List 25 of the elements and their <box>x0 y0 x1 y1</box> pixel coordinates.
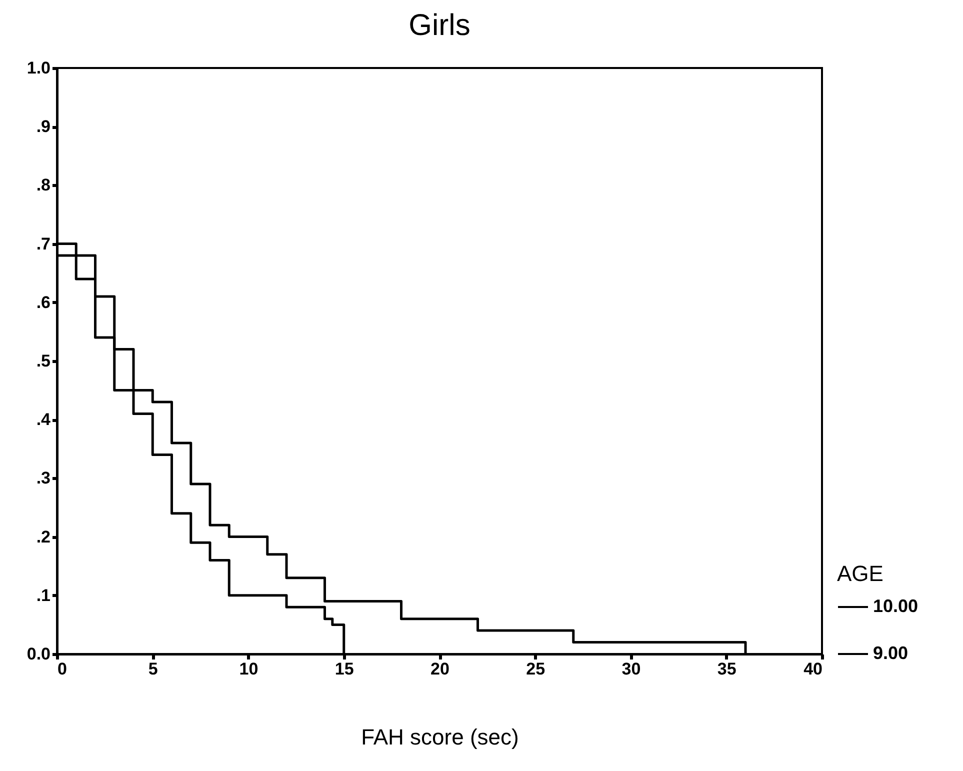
y-tick-label: .6 <box>36 292 50 312</box>
y-tick-label: .7 <box>36 234 50 254</box>
y-tick-label: .9 <box>36 117 50 136</box>
y-tick-label: .2 <box>36 527 50 546</box>
y-tick-label: .1 <box>36 586 50 605</box>
x-tick-label: 20 <box>430 660 450 678</box>
legend-label: 10.00 <box>873 596 918 616</box>
x-axis-title: FAH score (sec) <box>361 724 519 750</box>
chart-title: Girls <box>408 9 470 42</box>
x-tick-label: 10 <box>239 660 258 678</box>
x-tick-label: 30 <box>622 660 641 678</box>
x-tick-label: 35 <box>717 660 736 678</box>
y-tick-label: .8 <box>36 176 50 195</box>
y-tick-label: .5 <box>36 352 50 370</box>
y-tick-label: 0.0 <box>26 644 50 664</box>
text: 9.00 <box>873 643 908 663</box>
x-tick-label: 40 <box>804 660 822 678</box>
y-tick-label: 1.0 <box>26 58 50 78</box>
legend-title: AGE <box>837 561 884 586</box>
x-tick-label: 15 <box>334 660 354 678</box>
x-tick-label: 25 <box>526 660 546 678</box>
x-tick-label: 0 <box>58 660 67 678</box>
x-tick-label: 5 <box>148 660 158 678</box>
y-tick-label: .4 <box>36 410 52 430</box>
y-tick-label: .3 <box>36 468 50 488</box>
